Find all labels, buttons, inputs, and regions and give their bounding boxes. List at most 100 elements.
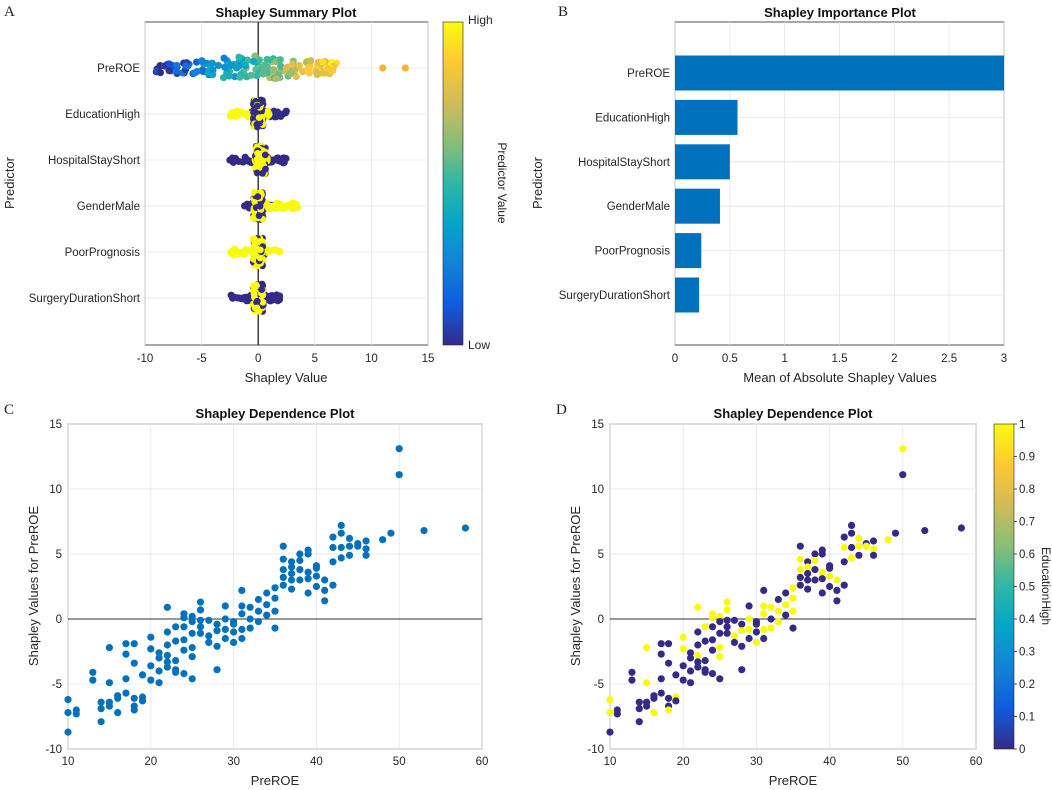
panel-c-point — [329, 543, 337, 552]
panel-c-point — [312, 564, 320, 572]
panel-d-point — [664, 706, 673, 714]
panel-a-colorbar-low: Low — [468, 338, 490, 352]
panel-a-yticks: PreROE EducationHigh HospitalStayShort Gend… — [29, 63, 141, 305]
panel-d-point — [694, 628, 702, 636]
panel-c-point — [230, 638, 238, 647]
panel-d-point — [672, 697, 680, 705]
panel-d-point — [606, 709, 614, 717]
panel-c-point — [387, 529, 395, 537]
panel-d-point — [869, 537, 878, 545]
panel-c-point — [97, 705, 105, 713]
panel-c-point — [296, 566, 304, 574]
panel-a-xlabel: Shapley Value — [245, 370, 328, 385]
panel-d-point — [745, 615, 753, 623]
panel-c-point — [64, 728, 72, 736]
panel-c-xtick-label: 50 — [393, 756, 406, 768]
panel-d-point — [628, 668, 636, 676]
panel-c-point — [287, 569, 296, 578]
panel-d-point — [672, 671, 680, 679]
panel-a-point-center — [255, 238, 263, 245]
panel-c-point — [238, 586, 246, 595]
panel-c-point — [213, 620, 221, 628]
panel-a-point-center — [253, 169, 261, 177]
panel-a-title: Shapley Summary Plot — [216, 5, 358, 20]
panel-a-point-center — [261, 151, 269, 159]
panel-c-point — [188, 629, 196, 637]
panel-d-point — [752, 620, 761, 628]
panel-c-point — [329, 581, 337, 589]
panel-c-point — [238, 610, 246, 618]
panel-c-point — [279, 542, 287, 550]
panel-d-point — [657, 640, 665, 648]
panel-d-point — [782, 589, 790, 597]
panel-d-point — [811, 566, 819, 574]
panel-a-point — [292, 73, 300, 81]
panel-c-point — [329, 533, 337, 541]
panel-c-point — [205, 616, 213, 624]
panel-c-point — [105, 679, 113, 687]
panel-c-title: Shapley Dependence Plot — [196, 406, 356, 421]
panel-c-point — [205, 638, 213, 647]
panel-d-point — [716, 612, 724, 621]
panel-c-point — [97, 698, 105, 706]
panel-b-xtick-label: 0 — [672, 353, 678, 365]
panel-d-point — [686, 667, 695, 675]
panel-c-point — [271, 594, 279, 602]
panel-d-points — [606, 445, 965, 736]
panel-d-point — [701, 657, 709, 665]
panel-d-point — [606, 728, 614, 736]
panel-d-point — [760, 625, 768, 634]
panel-b-xtick-label: 0.5 — [722, 353, 738, 365]
panel-d-point — [716, 675, 724, 683]
panel-c-point — [296, 576, 304, 584]
panel-d-xtick-label: 40 — [823, 756, 836, 768]
panel-d-point — [782, 601, 790, 609]
panel-d-point — [818, 568, 826, 576]
panel-d-colorbar-tick-label: 0.6 — [1019, 549, 1035, 561]
panel-c-point — [271, 584, 279, 592]
panel-a-point — [263, 63, 271, 71]
panel-a-point — [304, 66, 312, 74]
panel-b-bar — [675, 55, 1004, 91]
panel-d-point — [730, 638, 739, 647]
panel-a-point — [282, 64, 291, 72]
panel-a-point-center — [255, 114, 263, 122]
panel-a-point-center — [259, 156, 267, 164]
panel-c-point — [271, 607, 279, 615]
panel-b-bar — [675, 188, 720, 224]
panel-c-point — [395, 471, 403, 479]
panel-a-xtick-label: 10 — [365, 353, 378, 365]
panel-c-point — [279, 566, 287, 574]
panel-a-point — [247, 71, 255, 79]
panel-d-point — [650, 709, 658, 717]
panel-d-title: Shapley Dependence Plot — [714, 406, 874, 421]
panel-a-point-low — [282, 154, 290, 163]
panel-c-ylabel: Shapley Values for PreROE — [26, 506, 41, 666]
panel-d-point — [957, 524, 965, 532]
panel-c-point — [221, 602, 229, 610]
panel-d-point — [891, 529, 900, 537]
panel-a-ytick-label: GenderMale — [77, 201, 140, 213]
panel-c-point — [263, 601, 271, 609]
panel-a-point — [307, 57, 315, 65]
panel-a-ylabel: Predictor — [2, 156, 17, 209]
panel-a-ytick-label: HospitalStayShort — [48, 155, 141, 167]
panel-c-ytick-label: 15 — [49, 419, 62, 431]
panel-d-point — [657, 650, 665, 658]
panel-d-xlabel: PreROE — [769, 773, 818, 788]
panel-d-colorbar-tick-label: 0.5 — [1019, 582, 1035, 594]
panel-c-point — [130, 706, 138, 714]
panel-c-point — [213, 642, 221, 650]
panel-c-point — [395, 445, 403, 453]
panel-d-point — [643, 702, 651, 710]
panel-d-point — [774, 618, 782, 626]
panel-a-ytick-label: PoorPrognosis — [65, 247, 141, 259]
panel-c-point — [337, 521, 345, 530]
panel-d-point — [760, 634, 768, 643]
panel-c-point — [122, 675, 130, 683]
panel-d-point — [826, 564, 834, 572]
panel-d-point — [855, 542, 863, 550]
panel-a-point — [319, 69, 327, 77]
panel-c-xticks: 10 20 30 40 50 60 — [62, 756, 489, 768]
panel-c-point — [130, 694, 138, 702]
